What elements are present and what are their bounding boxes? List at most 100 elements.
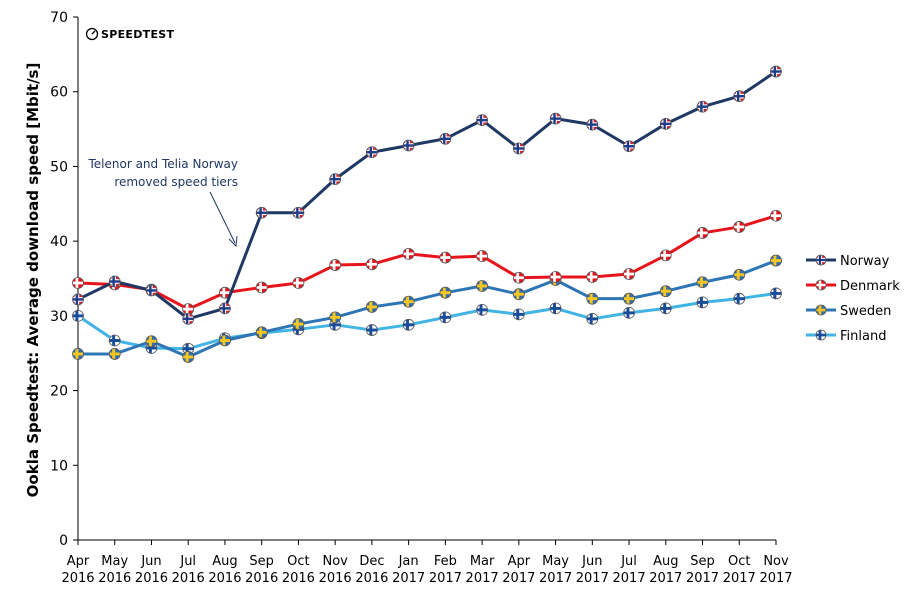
data-point xyxy=(402,247,415,260)
x-tick-label: Sep 2016 xyxy=(245,554,278,586)
data-point xyxy=(659,117,672,130)
data-point xyxy=(770,287,782,300)
x-tick-label: Aug 2017 xyxy=(649,554,682,586)
data-point xyxy=(512,142,525,155)
data-point xyxy=(476,114,489,127)
x-tick-label: Feb 2017 xyxy=(429,554,462,586)
data-point xyxy=(549,302,562,315)
y-tick-label: 30 xyxy=(50,309,68,325)
data-point xyxy=(292,206,305,219)
legend-item-denmark: Denmark xyxy=(806,279,900,294)
data-point xyxy=(255,281,268,294)
data-point xyxy=(108,348,121,360)
axes xyxy=(77,17,776,541)
data-point xyxy=(476,303,489,316)
data-point xyxy=(623,140,635,153)
annotation-line-2: removed speed tiers xyxy=(114,175,238,189)
annotation-arrowhead xyxy=(228,235,238,248)
data-point xyxy=(696,227,709,239)
data-point xyxy=(586,292,599,305)
data-point xyxy=(219,334,231,347)
logo-text: SPEEDTEST xyxy=(101,28,174,41)
data-point xyxy=(108,275,121,288)
sweden-flag-icon xyxy=(815,304,827,316)
data-point xyxy=(733,221,746,233)
denmark-flag-icon xyxy=(815,279,827,291)
gauge-needle xyxy=(91,30,96,35)
data-point xyxy=(365,300,378,313)
x-tick-label: Apr 2017 xyxy=(502,554,535,586)
data-point xyxy=(623,292,635,305)
legend-label: Finland xyxy=(840,329,886,344)
y-tick-label: 20 xyxy=(50,384,68,400)
x-tick-label: Oct 2016 xyxy=(282,554,315,586)
x-tick-label: Jul 2016 xyxy=(172,554,205,586)
annotation: Telenor and Telia Norway removed speed t… xyxy=(87,157,238,248)
data-point xyxy=(733,268,746,281)
x-tick-label: May 2016 xyxy=(98,554,131,586)
legend-item-norway: Norway xyxy=(806,254,890,269)
x-tick-label: Apr 2016 xyxy=(61,554,94,586)
y-tick-label: 50 xyxy=(50,159,68,175)
data-point xyxy=(439,286,452,299)
data-point xyxy=(512,288,525,301)
x-tick-label: Nov 2017 xyxy=(759,554,792,586)
legend: Norway Denmark Sweden Finland xyxy=(806,254,900,344)
data-point xyxy=(219,302,231,315)
series-line xyxy=(77,214,777,311)
x-tick-label: Jul 2017 xyxy=(613,554,646,586)
series-layer xyxy=(72,65,782,363)
y-tick-label: 0 xyxy=(59,533,68,549)
x-tick-label: Jun 2017 xyxy=(576,554,609,586)
data-point xyxy=(72,293,84,306)
y-tick-label: 10 xyxy=(50,458,68,474)
data-point xyxy=(770,209,782,222)
data-point xyxy=(770,254,782,267)
y-axis-title: Ookla Speedtest: Average download speed … xyxy=(24,63,42,498)
data-point xyxy=(255,206,268,219)
data-point xyxy=(182,351,195,363)
data-point xyxy=(659,302,672,315)
series-sweden xyxy=(72,254,782,363)
norway-flag-icon xyxy=(815,254,827,266)
x-tick-label: Mar 2017 xyxy=(466,554,499,586)
x-tick-label: Jun 2016 xyxy=(135,554,168,586)
x-tick-label: Nov 2016 xyxy=(319,554,352,586)
data-point xyxy=(659,285,672,298)
data-point xyxy=(329,259,342,271)
data-point xyxy=(72,277,84,289)
series-finland xyxy=(72,287,782,355)
data-point xyxy=(512,271,525,284)
y-tick-label: 70 xyxy=(50,10,68,26)
data-point xyxy=(329,173,342,186)
data-point xyxy=(365,146,378,159)
data-point xyxy=(255,326,268,339)
data-point xyxy=(145,284,158,297)
series-line xyxy=(77,291,777,351)
annotation-line-1: Telenor and Telia Norway xyxy=(87,157,238,171)
data-point xyxy=(623,268,635,280)
data-point xyxy=(733,292,746,305)
data-point xyxy=(476,280,489,292)
annotation-arrow xyxy=(209,191,236,244)
data-point xyxy=(108,334,121,347)
series-line xyxy=(78,259,777,359)
y-axis-ticks: 0 10 20 30 40 50 60 70 xyxy=(50,10,78,549)
data-point xyxy=(549,112,562,125)
legend-label: Sweden xyxy=(840,304,891,319)
data-point xyxy=(182,312,195,325)
data-point xyxy=(72,348,84,360)
data-point xyxy=(402,318,415,331)
data-point xyxy=(402,295,415,308)
x-tick-label: Jan 2017 xyxy=(392,554,425,586)
data-point xyxy=(623,306,635,319)
data-point xyxy=(586,271,599,283)
data-point xyxy=(696,276,709,289)
series-line xyxy=(77,70,777,321)
data-point xyxy=(365,258,378,271)
legend-label: Norway xyxy=(840,254,890,269)
data-point xyxy=(145,335,158,348)
data-point xyxy=(696,296,709,309)
x-tick-label: Sep 2017 xyxy=(686,554,719,586)
data-point xyxy=(72,309,84,322)
